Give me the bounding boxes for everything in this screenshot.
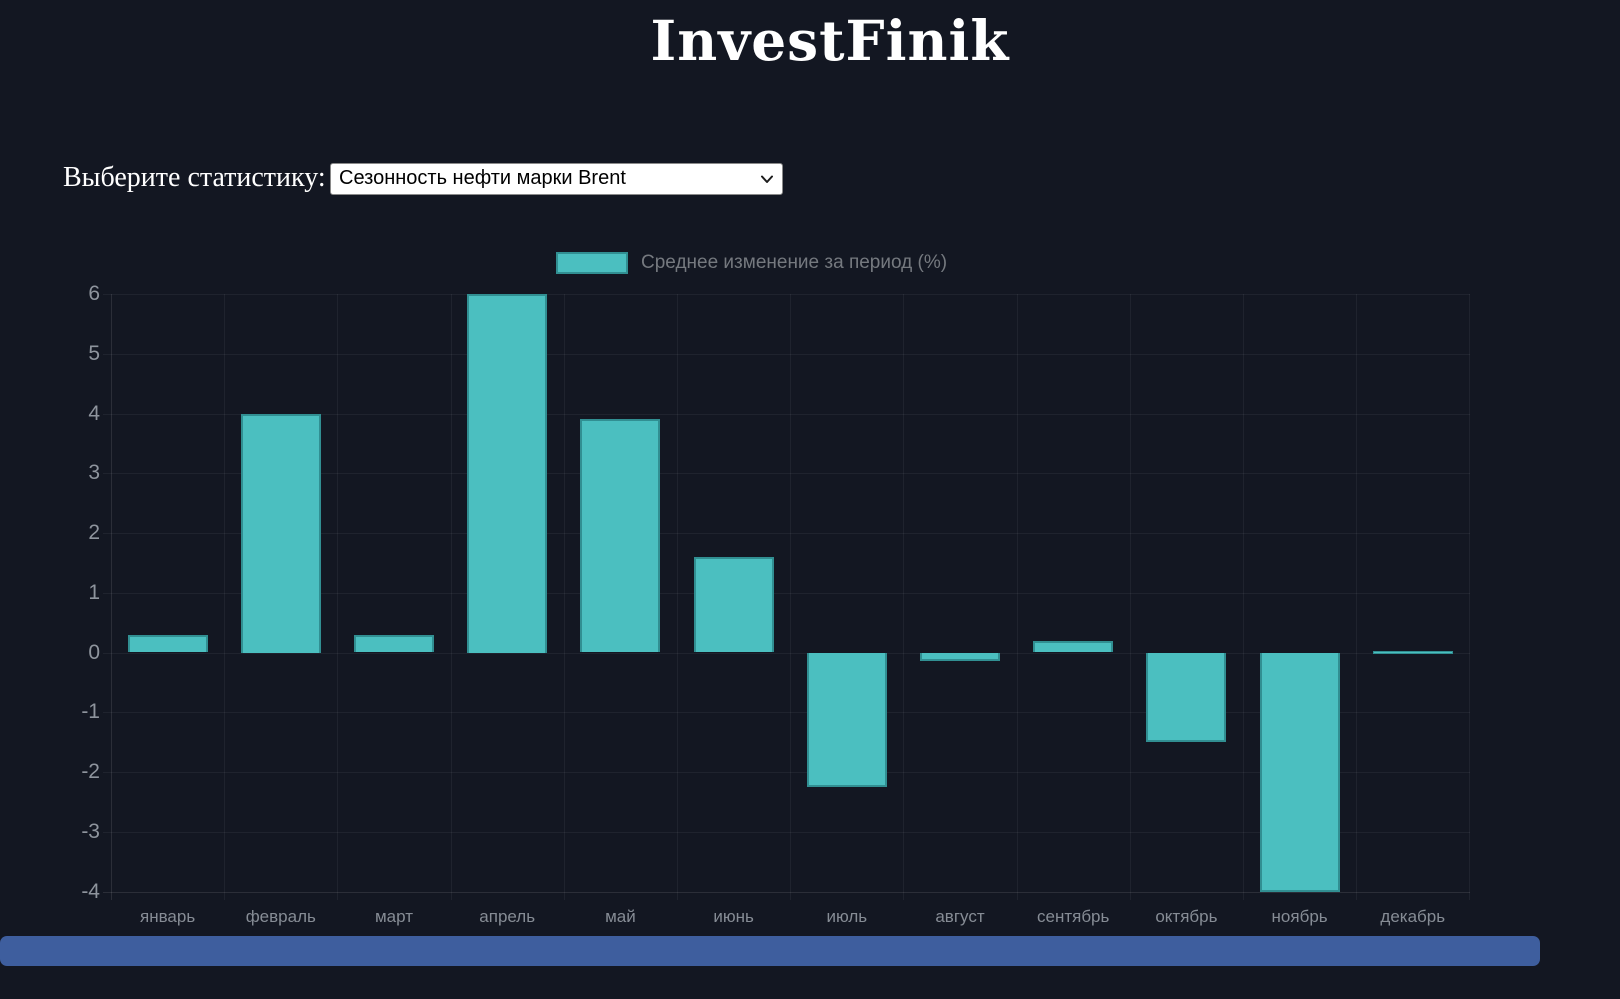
gridline-v xyxy=(224,294,226,900)
x-tick-label: апрель xyxy=(479,907,536,926)
x-tick-label: июнь xyxy=(713,907,754,926)
x-tick-label: декабрь xyxy=(1380,907,1446,926)
gridline-v xyxy=(563,294,565,900)
y-tick-label: 4 xyxy=(88,401,100,425)
x-tick-label: февраль xyxy=(245,907,316,926)
gridline-h xyxy=(103,652,1470,654)
gridline-h xyxy=(103,891,1470,893)
gridline-h xyxy=(103,473,1470,475)
x-axis: январь февраль март апрель май июнь июль август… xyxy=(111,906,1470,930)
bar-апрель[interactable] xyxy=(467,294,548,653)
bar-октябрь[interactable] xyxy=(1146,652,1227,743)
x-tick-label: август xyxy=(935,907,985,926)
gridline-v xyxy=(677,294,678,900)
gridline-v xyxy=(903,294,905,900)
y-axis: 6 5 4 3 2 1 0 -1 -2 -3 -4 xyxy=(20,282,100,903)
gridline-h xyxy=(103,831,1470,833)
y-tick-label: 3 xyxy=(88,461,100,485)
gridline-v xyxy=(1356,294,1358,900)
page-title: InvestFinik xyxy=(650,8,1010,73)
chart-legend[interactable]: Среднее изменение за период (%) xyxy=(556,252,947,274)
gridline-v xyxy=(1129,294,1131,900)
y-tick-label: 5 xyxy=(88,341,100,365)
y-tick-label: 2 xyxy=(88,521,100,544)
x-tick-label: июль xyxy=(826,907,868,926)
y-tick-label: -4 xyxy=(81,879,100,903)
gridline-v xyxy=(1243,294,1244,900)
bar-февраль[interactable] xyxy=(240,413,321,653)
gridline-h xyxy=(103,353,1470,355)
y-tick-label: -3 xyxy=(81,819,100,843)
gridline-v xyxy=(1469,294,1471,900)
gridline-h xyxy=(103,772,1470,773)
bar-май[interactable] xyxy=(580,419,661,653)
x-tick-label: январь xyxy=(139,907,196,926)
legend-swatch xyxy=(556,252,628,274)
stat-select-label: Выберите статистику: xyxy=(63,162,326,193)
bar-июнь[interactable] xyxy=(693,556,774,653)
bar-декабрь[interactable] xyxy=(1372,650,1453,654)
horizontal-scrollbar-thumb[interactable] xyxy=(0,936,1540,966)
bar-март[interactable] xyxy=(354,634,434,653)
bar-ноябрь[interactable] xyxy=(1259,652,1340,892)
stat-select-wrap: Сезонность нефти марки Brent xyxy=(330,163,783,195)
gridline-h xyxy=(103,294,1470,295)
y-tick-label: 6 xyxy=(88,282,100,305)
gridline-h xyxy=(103,533,1470,534)
gridline-h xyxy=(103,592,1470,594)
x-tick-label: октябрь xyxy=(1155,907,1218,926)
bar-июль[interactable] xyxy=(806,652,887,787)
stat-select[interactable]: Сезонность нефти марки Brent xyxy=(330,163,783,195)
y-tick-label: 0 xyxy=(88,640,100,664)
x-tick-label: март xyxy=(374,907,413,926)
gridline-h xyxy=(103,712,1470,714)
x-tick-label: сентябрь xyxy=(1036,907,1110,926)
gridline-v xyxy=(111,294,112,900)
gridline-v xyxy=(450,294,452,900)
gridline-v xyxy=(337,294,339,900)
bar-январь[interactable] xyxy=(127,634,208,653)
gridline-v xyxy=(790,294,792,900)
y-tick-label: -1 xyxy=(81,700,100,724)
x-tick-label: май xyxy=(605,907,636,926)
bar-август[interactable] xyxy=(920,652,1000,662)
gridline-h xyxy=(103,413,1470,415)
x-tick-label: ноябрь xyxy=(1271,907,1328,926)
y-tick-label: -2 xyxy=(81,760,100,783)
bar-сентябрь[interactable] xyxy=(1033,640,1114,653)
gridline-v xyxy=(1016,294,1018,900)
bar-chart-plot-area xyxy=(103,294,1471,900)
y-tick-label: 1 xyxy=(88,580,100,604)
legend-label: Среднее изменение за период (%) xyxy=(641,252,948,273)
